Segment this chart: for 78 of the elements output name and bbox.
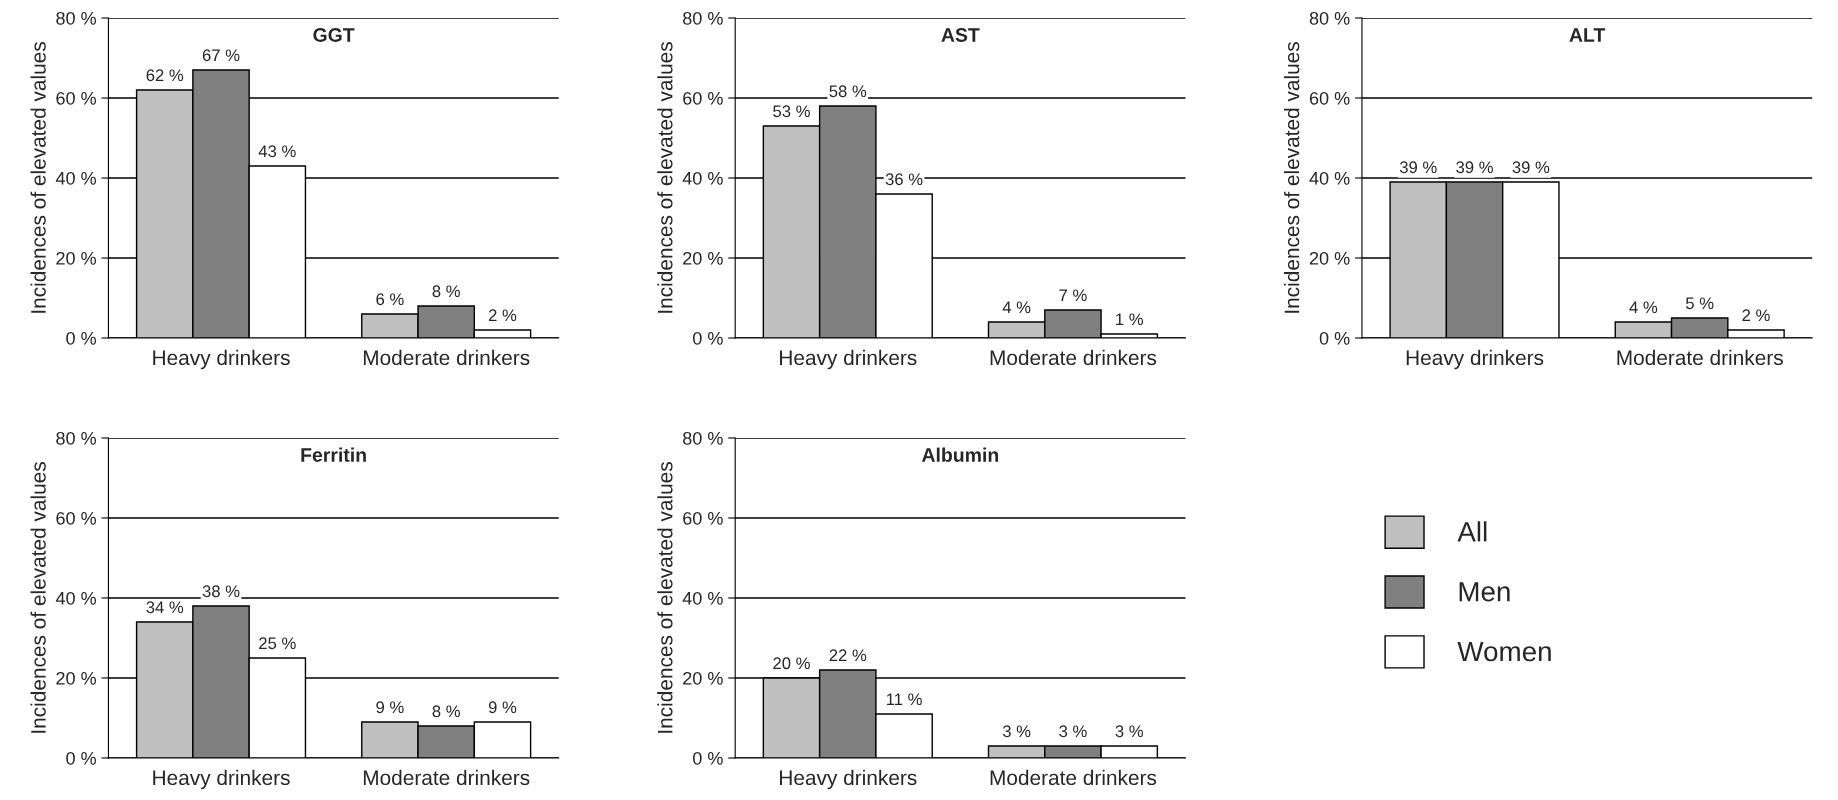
y-tick-label: 0 % bbox=[1319, 331, 1350, 345]
y-tick-label: 0 % bbox=[66, 751, 96, 765]
y-tick-label: 0 % bbox=[692, 751, 723, 765]
y-tick-label: 80 % bbox=[56, 431, 96, 445]
y-tick-label: 60 % bbox=[1309, 91, 1350, 105]
data-label: 39 % bbox=[1399, 161, 1437, 174]
y-axis-title: Incidences of elevated values bbox=[657, 462, 673, 733]
y-axis-title: Incidences of elevated values bbox=[1284, 42, 1300, 313]
data-label: 58 % bbox=[829, 85, 867, 98]
chart-title: Ferritin bbox=[301, 447, 366, 462]
data-label: 2 % bbox=[1742, 309, 1770, 322]
data-label: 4 % bbox=[1002, 301, 1031, 314]
x-tick-label: Heavy drinkers bbox=[153, 769, 290, 790]
y-tick-label: 80 % bbox=[683, 11, 723, 25]
chart-title: AST bbox=[941, 28, 980, 42]
y-tick-label: 20 % bbox=[56, 251, 96, 265]
y-axis-title: Incidences of elevated values bbox=[30, 42, 46, 313]
data-label: 25 % bbox=[259, 637, 296, 650]
data-label: 3 % bbox=[1115, 725, 1143, 738]
data-label: 8 % bbox=[432, 705, 460, 718]
chart-title: GGT bbox=[313, 28, 355, 42]
data-label: 67 % bbox=[202, 49, 240, 62]
x-tick-label: Heavy drinkers bbox=[780, 769, 917, 790]
y-tick-label: 20 % bbox=[56, 671, 96, 685]
x-tick-label: Moderate drinkers bbox=[990, 769, 1157, 786]
data-label: 38 % bbox=[202, 585, 240, 598]
y-tick-label: 0 % bbox=[66, 331, 96, 345]
data-label: 20 % bbox=[773, 657, 810, 670]
y-tick-label: 60 % bbox=[56, 511, 96, 525]
data-label: 36 % bbox=[885, 173, 923, 186]
x-tick-label: Heavy drinkers bbox=[1406, 349, 1544, 370]
x-tick-label: Moderate drinkers bbox=[1617, 349, 1783, 366]
data-label: 8 % bbox=[432, 285, 460, 298]
y-tick-label: 20 % bbox=[1309, 251, 1350, 265]
x-tick-label: Heavy drinkers bbox=[153, 349, 290, 370]
y-tick-label: 40 % bbox=[682, 591, 723, 605]
y-tick-label: 80 % bbox=[1309, 11, 1350, 25]
data-label: 34 % bbox=[146, 601, 184, 614]
y-axis-title: Incidences of elevated values bbox=[657, 42, 673, 313]
x-tick-label: Heavy drinkers bbox=[780, 349, 917, 370]
data-label: 39 % bbox=[1456, 161, 1493, 174]
y-axis-title: Incidences of elevated values bbox=[30, 462, 46, 733]
legend-label: Men bbox=[1459, 582, 1510, 602]
data-label: 11 % bbox=[886, 693, 922, 706]
chart-title: ALT bbox=[1569, 28, 1606, 42]
data-label: 2 % bbox=[488, 309, 517, 322]
y-tick-label: 0 % bbox=[692, 331, 723, 345]
y-tick-label: 40 % bbox=[682, 171, 723, 185]
y-tick-label: 80 % bbox=[683, 431, 723, 445]
data-label: 6 % bbox=[376, 293, 404, 306]
data-label: 7 % bbox=[1059, 289, 1087, 302]
data-label: 1 % bbox=[1116, 313, 1143, 326]
data-label: 22 % bbox=[829, 649, 867, 662]
chart-title: Albumin bbox=[921, 447, 999, 462]
data-label: 53 % bbox=[773, 105, 810, 118]
data-label: 43 % bbox=[258, 145, 296, 158]
data-label: 9 % bbox=[376, 701, 404, 714]
data-label: 5 % bbox=[1686, 297, 1714, 310]
data-label: 3 % bbox=[1002, 725, 1031, 738]
y-tick-label: 60 % bbox=[683, 91, 723, 105]
data-label: 3 % bbox=[1059, 725, 1087, 738]
data-label: 39 % bbox=[1512, 161, 1550, 174]
x-tick-label: Moderate drinkers bbox=[363, 769, 530, 786]
x-tick-label: Moderate drinkers bbox=[990, 349, 1157, 366]
y-tick-label: 60 % bbox=[56, 91, 96, 105]
data-label: 62 % bbox=[146, 69, 184, 82]
data-label: 4 % bbox=[1629, 301, 1658, 314]
y-tick-label: 60 % bbox=[683, 511, 723, 525]
y-tick-label: 20 % bbox=[683, 671, 723, 685]
y-tick-label: 80 % bbox=[56, 11, 96, 25]
y-tick-label: 40 % bbox=[1309, 171, 1350, 185]
y-tick-label: 40 % bbox=[55, 171, 96, 185]
y-tick-label: 40 % bbox=[55, 591, 96, 605]
x-tick-label: Moderate drinkers bbox=[363, 349, 530, 366]
legend-label: All bbox=[1457, 521, 1487, 542]
data-label: 9 % bbox=[488, 701, 517, 714]
y-tick-label: 20 % bbox=[683, 251, 723, 265]
legend-label: Women bbox=[1457, 641, 1551, 662]
